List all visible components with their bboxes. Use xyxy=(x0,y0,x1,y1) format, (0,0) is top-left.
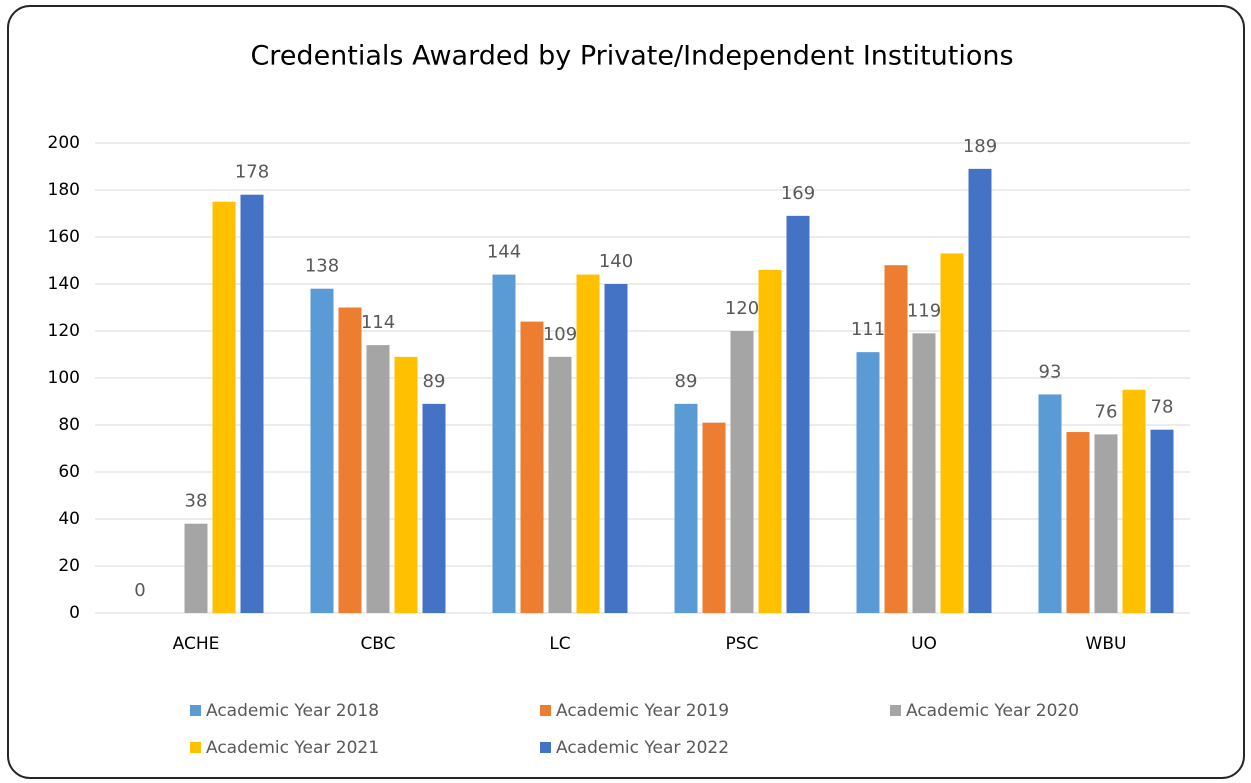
y-tick-label: 80 xyxy=(58,415,80,435)
legend-label: Academic Year 2022 xyxy=(556,738,729,758)
legend-label: Academic Year 2020 xyxy=(906,701,1079,721)
x-tick-label: CBC xyxy=(360,634,395,654)
y-tick-label: 20 xyxy=(58,556,80,576)
x-tick-label: LC xyxy=(549,634,570,654)
y-tick-label: 160 xyxy=(48,227,80,247)
data-label: 189 xyxy=(963,136,997,157)
data-label: 76 xyxy=(1095,401,1118,422)
y-tick-label: 120 xyxy=(48,321,80,341)
bar xyxy=(520,321,544,613)
bar xyxy=(394,356,418,613)
bar xyxy=(240,194,264,613)
chart-title: Credentials Awarded by Private/Independe… xyxy=(250,41,1013,72)
bar xyxy=(940,253,964,613)
data-label: 93 xyxy=(1039,361,1062,382)
x-tick-label: PSC xyxy=(726,634,759,654)
data-label: 89 xyxy=(423,371,446,392)
data-label: 119 xyxy=(907,300,941,321)
bar xyxy=(786,215,810,613)
legend-label: Academic Year 2021 xyxy=(206,738,379,758)
y-tick-label: 0 xyxy=(69,603,80,623)
bar xyxy=(1122,389,1146,613)
bar xyxy=(310,288,334,613)
bar xyxy=(492,274,516,613)
data-label: 89 xyxy=(675,371,698,392)
bar xyxy=(758,269,782,613)
data-label: 111 xyxy=(851,319,885,340)
data-label: 114 xyxy=(361,312,395,333)
bar xyxy=(576,274,600,613)
legend-swatch xyxy=(540,742,551,753)
y-tick-label: 60 xyxy=(58,462,80,482)
legend-swatch xyxy=(190,742,201,753)
y-tick-label: 200 xyxy=(48,133,80,153)
bar xyxy=(548,356,572,613)
bar xyxy=(674,403,698,613)
bar xyxy=(366,345,390,613)
data-label: 0 xyxy=(134,580,145,601)
legend-swatch xyxy=(540,705,551,716)
bar xyxy=(184,523,208,613)
data-label: 169 xyxy=(781,183,815,204)
x-tick-label: WBU xyxy=(1086,634,1127,654)
data-label: 120 xyxy=(725,298,759,319)
bar xyxy=(912,333,936,613)
data-label: 78 xyxy=(1151,397,1174,418)
y-tick-label: 100 xyxy=(48,368,80,388)
data-label: 144 xyxy=(487,242,521,263)
bar xyxy=(1094,434,1118,613)
data-label: 138 xyxy=(305,256,339,277)
data-label: 178 xyxy=(235,162,269,183)
data-label: 140 xyxy=(599,251,633,272)
x-tick-label: UO xyxy=(911,634,937,654)
y-tick-label: 40 xyxy=(58,509,80,529)
legend-label: Academic Year 2019 xyxy=(556,701,729,721)
bar xyxy=(1150,429,1174,613)
bar xyxy=(212,201,236,613)
legend-swatch xyxy=(890,705,901,716)
legend-label: Academic Year 2018 xyxy=(206,701,379,721)
data-label: 38 xyxy=(185,491,208,512)
y-tick-label: 140 xyxy=(48,274,80,294)
bar xyxy=(338,307,362,613)
legend-swatch xyxy=(190,705,201,716)
bar xyxy=(856,352,880,613)
bar xyxy=(968,168,992,613)
x-tick-label: ACHE xyxy=(173,634,220,654)
y-tick-label: 180 xyxy=(48,180,80,200)
bar xyxy=(730,331,754,613)
bar xyxy=(1066,432,1090,613)
bar xyxy=(604,284,628,613)
bar xyxy=(884,265,908,613)
bar xyxy=(422,403,446,613)
bar xyxy=(1038,394,1062,613)
bar xyxy=(702,422,726,613)
data-label: 109 xyxy=(543,324,577,345)
